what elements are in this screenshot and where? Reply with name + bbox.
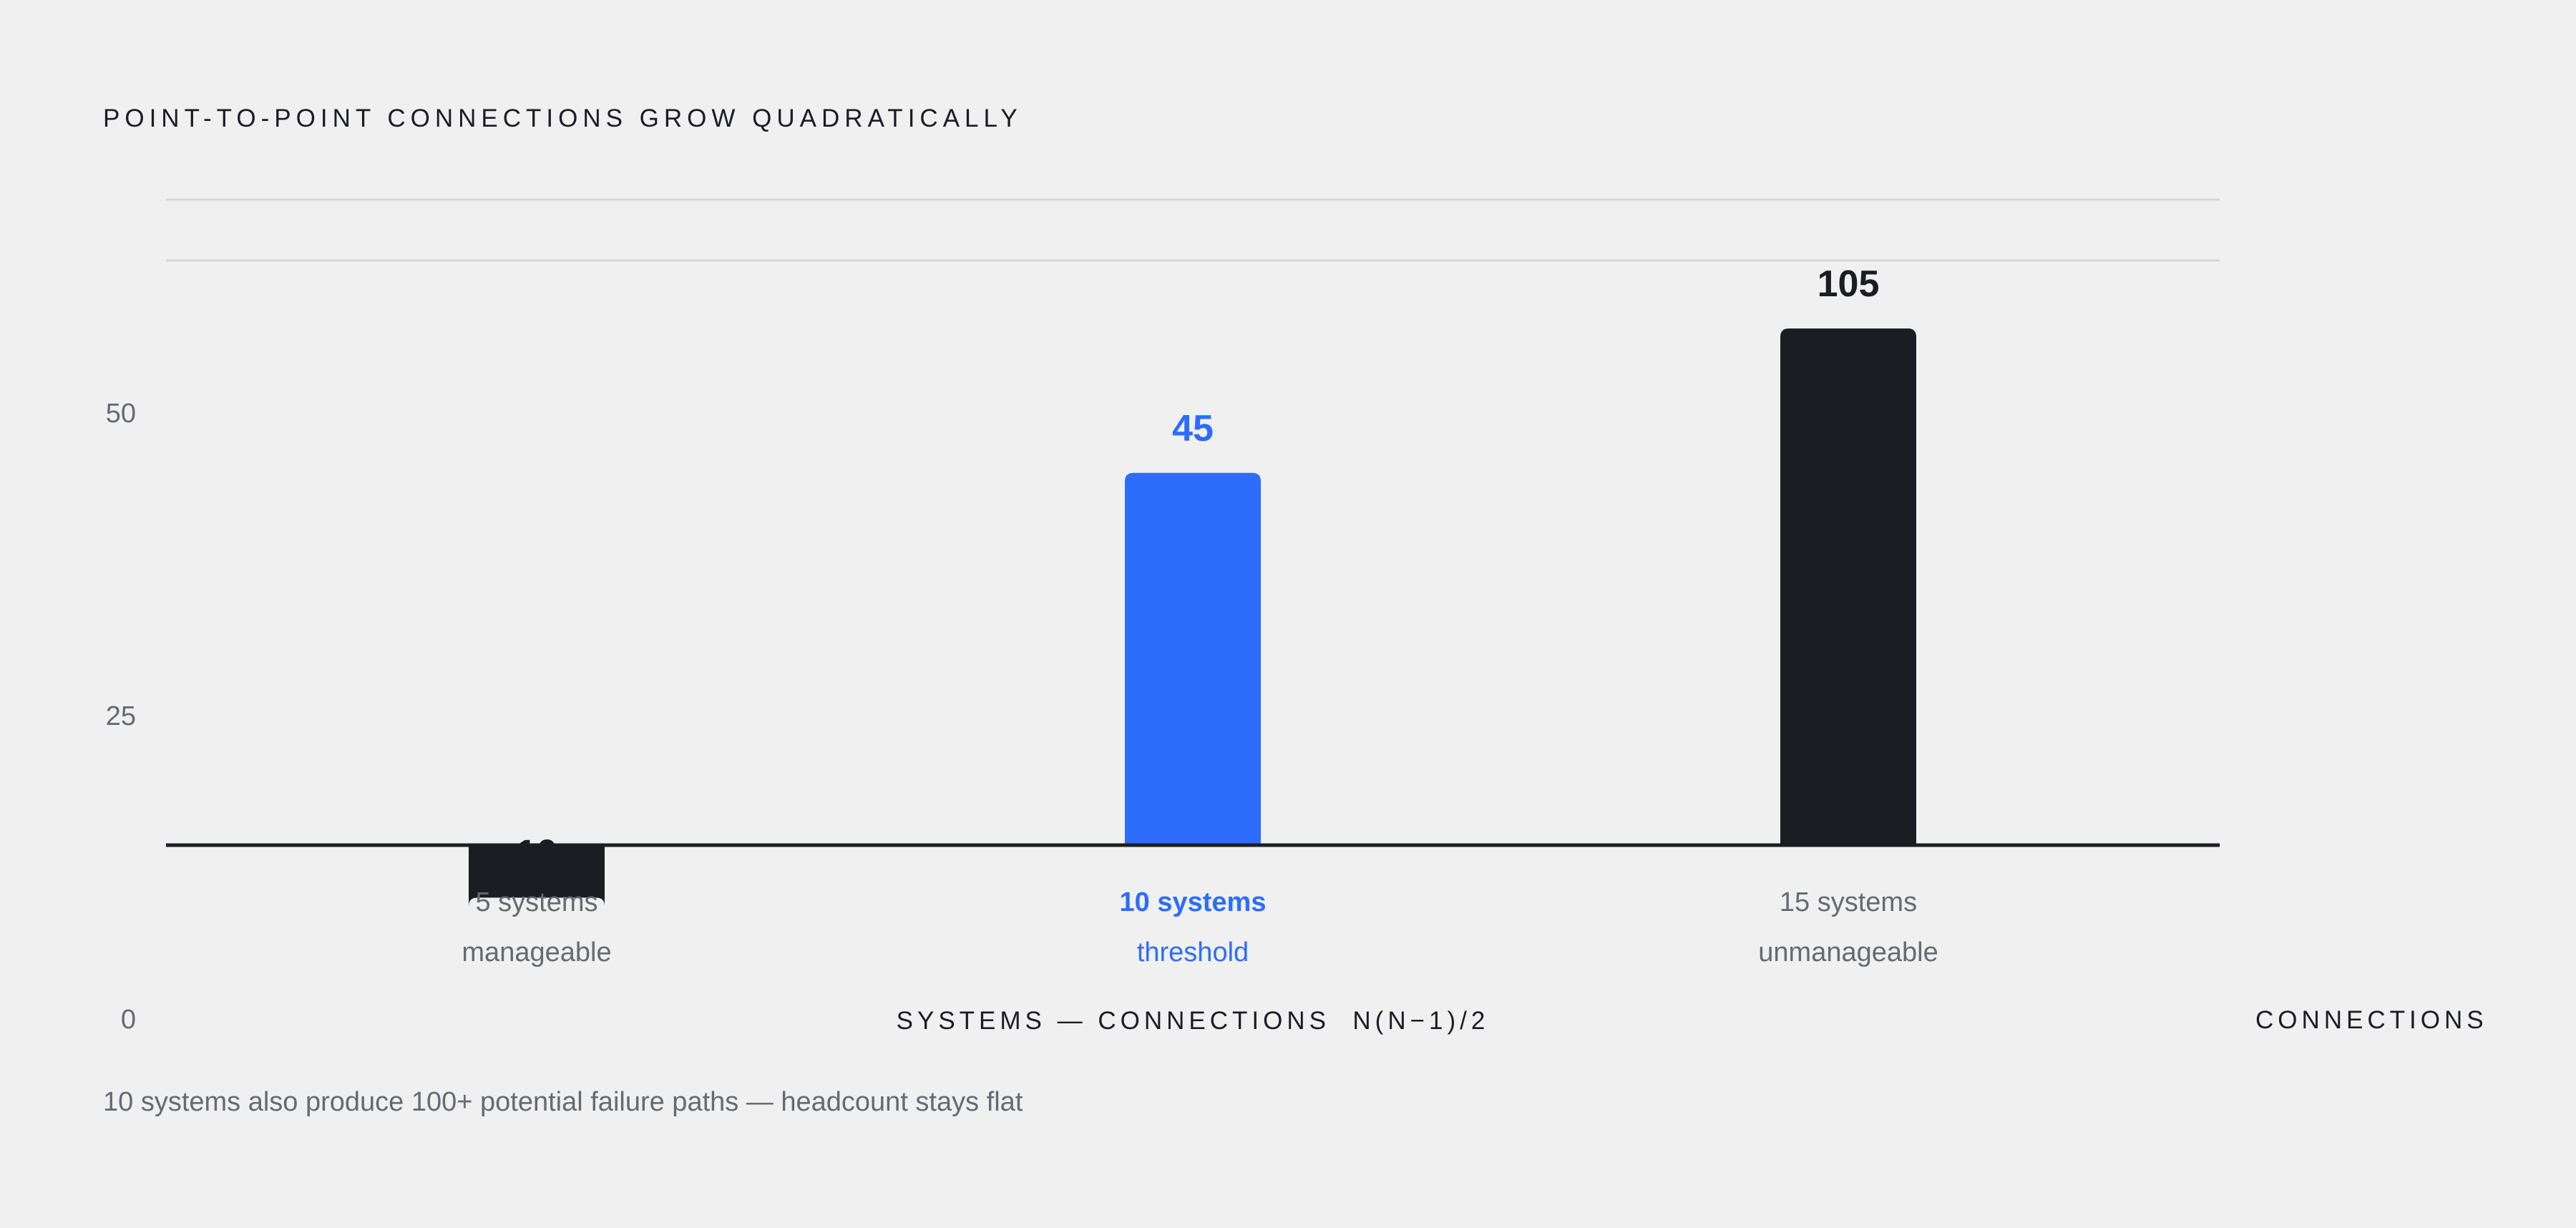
category-labels: 5 systems manageable 10 systems threshold 15… (462, 887, 1938, 968)
y-axis-label: CONNECTIONS (2255, 1006, 2488, 1034)
chart-footnote: 10 systems also produce 100+ potential f… (103, 1087, 1023, 1117)
y-tick-label: 0 (121, 1005, 136, 1035)
chart-title: POINT-TO-POINT CONNECTIONS GROW QUADRATI… (103, 104, 1023, 132)
bar-2 (1125, 472, 1261, 844)
bar-value-labels: 10 45 105 (516, 263, 1879, 874)
category-sublabel: manageable (462, 937, 611, 968)
category-label: 15 systems (1780, 887, 1917, 917)
bar-value-label: 45 (1172, 408, 1214, 449)
x-axis-label: SYSTEMS — CONNECTIONS N(N−1)/2 (896, 1007, 1490, 1035)
bars (469, 328, 1916, 907)
bar-3 (1780, 328, 1916, 844)
bar-value-label: 10 (516, 832, 557, 874)
grid-lines (166, 198, 2220, 262)
bar-value-label: 105 (1818, 263, 1880, 305)
category-label: 10 systems (1120, 887, 1267, 917)
bar-1 (469, 844, 605, 907)
category-label: 5 systems (475, 887, 597, 917)
category-sublabel: unmanageable (1758, 937, 1938, 968)
y-axis-ticks: 0 25 50 (106, 399, 136, 1035)
category-sublabel: threshold (1137, 937, 1249, 968)
y-tick-label: 50 (106, 399, 136, 429)
y-tick-label: 25 (106, 701, 136, 731)
